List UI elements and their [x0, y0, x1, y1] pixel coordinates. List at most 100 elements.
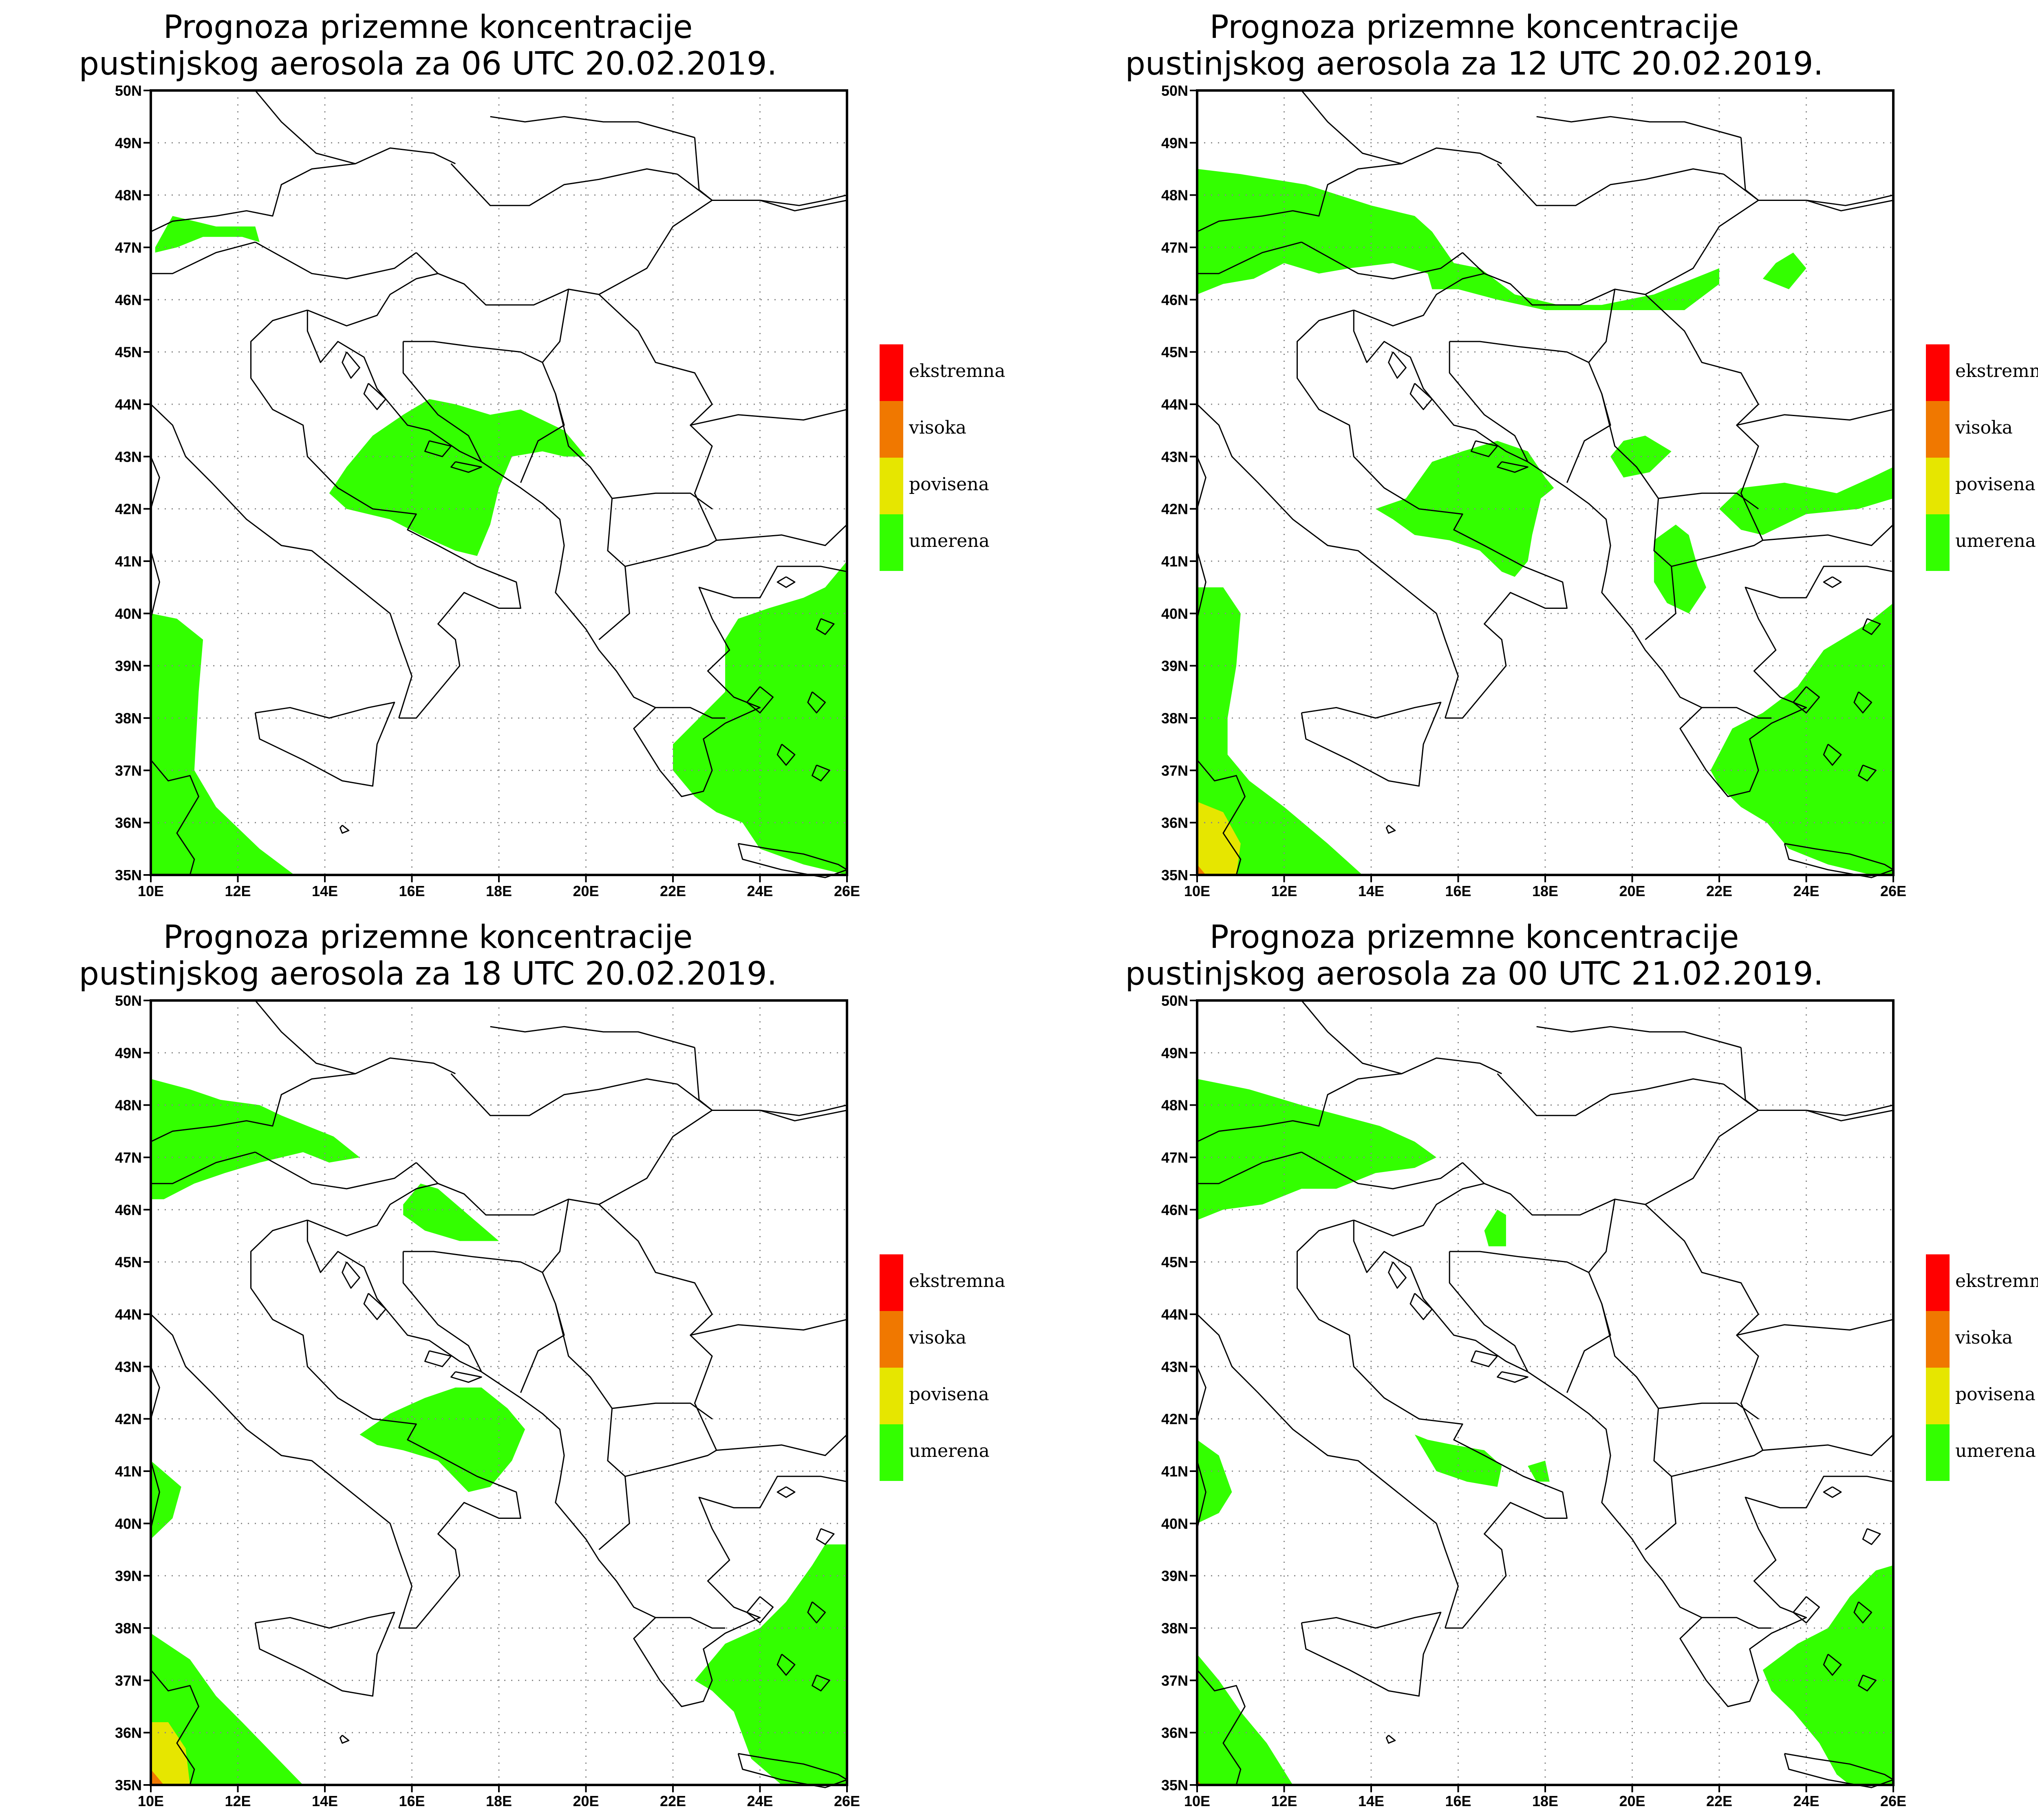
legend-item-ekstremna: ekstremna [880, 1254, 1083, 1311]
lat-tick-label: 36N [1161, 1725, 1188, 1741]
lat-tick-label: 45N [1161, 344, 1188, 361]
lon-tick-label: 24E [747, 883, 773, 899]
dust-area [151, 1722, 190, 1785]
panel-title-line2: pustinjskog aerosola za 12 UTC 20.02.201… [1125, 46, 1824, 82]
lat-tick-label: 43N [115, 448, 142, 465]
dust-area [673, 561, 847, 875]
lon-tick-label: 12E [225, 883, 251, 899]
lat-tick-label: 38N [1161, 710, 1188, 727]
coastline [1353, 1220, 1894, 1707]
lat-tick-label: 39N [115, 658, 142, 674]
country-border [1736, 409, 1894, 426]
lat-tick-label: 38N [1161, 1620, 1188, 1637]
lat-tick-label: 43N [1161, 1358, 1188, 1375]
lat-tick-label: 48N [115, 1097, 142, 1114]
lon-tick-label: 20E [573, 883, 599, 899]
legend-swatch [1926, 401, 1950, 458]
lat-tick-label: 35N [1161, 1777, 1188, 1794]
country-border [1723, 174, 1759, 201]
legend-label: visoka [1955, 417, 2013, 438]
country-border [1671, 540, 1763, 567]
country-border [1601, 1303, 1676, 1550]
legend-label: visoka [909, 1327, 966, 1348]
legend-item-povisena: povisena [880, 458, 1083, 514]
forecast-panel-06utc: Prognoza prizemne koncentracije pustinjs… [0, 0, 1046, 910]
legend-swatch [1926, 458, 1950, 514]
coastline [1196, 1460, 1206, 1529]
legend-item-umerena: umerena [1926, 1424, 2038, 1481]
country-border [542, 1199, 569, 1273]
country-border [760, 200, 847, 212]
lon-tick-label: 20E [573, 1793, 599, 1809]
legend-swatch [1926, 1368, 1950, 1424]
lat-tick-label: 41N [115, 1463, 142, 1480]
coastline [1196, 550, 1206, 619]
coastline [1409, 1293, 1433, 1320]
country-border [1301, 1151, 1463, 1190]
coastline [655, 707, 726, 719]
dust-area [695, 1544, 847, 1785]
coastline [1196, 1669, 1246, 1785]
legend-label: ekstremna [909, 361, 1006, 381]
lon-tick-label: 18E [1532, 883, 1558, 899]
lat-tick-label: 45N [115, 1254, 142, 1271]
axis-labels: 50N 49N 48N 47N 46N 45N 44N 43N 42N 41N 40N 39N 38N 3… [115, 82, 860, 899]
country-border [625, 1450, 717, 1477]
axis-labels: 50N 49N 48N 47N 46N 45N 44N 43N 42N 41N 40N 39N 38N 3… [1161, 992, 1906, 1809]
coastline [342, 351, 360, 379]
coastline [254, 702, 395, 787]
lat-tick-label: 45N [115, 344, 142, 361]
lat-tick-label: 35N [1161, 867, 1188, 884]
country-border [255, 241, 417, 280]
legend-swatch [880, 401, 903, 458]
country-border [542, 289, 569, 363]
country-border [255, 1151, 417, 1190]
lat-tick-label: 50N [1161, 82, 1188, 99]
lon-tick-label: 22E [1706, 1793, 1732, 1809]
coastline [776, 1654, 796, 1676]
panel-title-line1: Prognoza prizemne koncentracije [163, 919, 693, 956]
lat-tick-label: 49N [1161, 1044, 1188, 1061]
coastline [776, 576, 796, 588]
country-border [255, 1000, 356, 1075]
country-border [1197, 1151, 1302, 1184]
coastline [339, 824, 350, 834]
country-border [307, 273, 438, 326]
lat-tick-label: 50N [115, 82, 142, 99]
country-border [150, 1057, 456, 1142]
coastline [1823, 1654, 1842, 1676]
coastline [1196, 759, 1246, 875]
lat-tick-label: 47N [115, 1149, 142, 1166]
lat-tick-label: 38N [115, 710, 142, 727]
coastline [1853, 1601, 1873, 1624]
coastline [1196, 456, 1206, 509]
lat-tick-label: 45N [1161, 1254, 1188, 1271]
dust-area [1719, 467, 1893, 535]
country-border [690, 1319, 847, 1336]
country-border [1806, 1110, 1894, 1122]
country-border [1497, 1073, 1724, 1116]
lat-tick-label: 47N [1161, 1149, 1188, 1166]
lat-tick-label: 44N [115, 396, 142, 413]
map-canvas: 50N 49N 48N 47N 46N 45N 44N 43N 42N 41N 40N 39N 38N 3… [115, 992, 860, 1809]
legend-swatch [880, 1254, 903, 1311]
country-border [1197, 241, 1302, 274]
dust-area [1197, 1440, 1232, 1524]
country-border [625, 540, 717, 567]
legend-swatch [880, 1368, 903, 1424]
legend-swatch [880, 1424, 903, 1481]
legend-label: ekstremna [1955, 1271, 2038, 1291]
coastline [339, 1734, 350, 1744]
coastline [424, 440, 452, 457]
legend-swatch [1926, 1311, 1950, 1368]
country-border [677, 174, 713, 201]
lat-tick-label: 46N [115, 1201, 142, 1218]
dust-concentration-fields [151, 216, 847, 875]
country-border [1497, 163, 1724, 206]
legend-label: umerena [909, 531, 990, 551]
coastline [363, 383, 386, 410]
coastline [1196, 1313, 1459, 1628]
lat-tick-label: 37N [1161, 762, 1188, 779]
dust-area [1197, 802, 1241, 875]
country-border [403, 1251, 565, 1393]
